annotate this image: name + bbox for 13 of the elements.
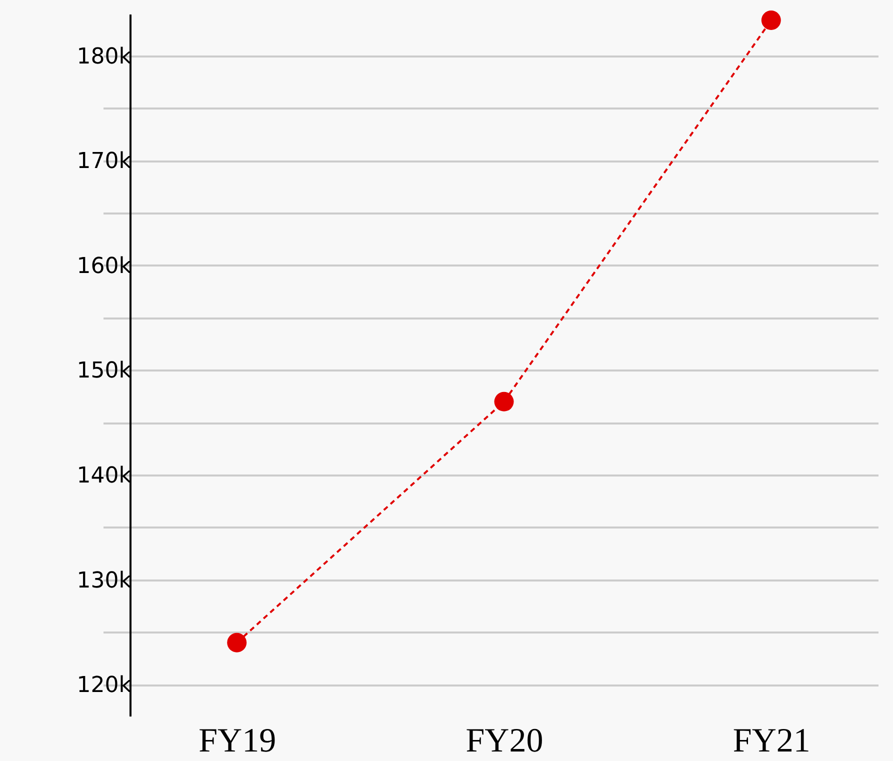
y-tick-label: 130k: [76, 568, 132, 594]
point: [761, 10, 781, 30]
y-tick-label: 170k: [76, 149, 132, 174]
y-tick-label: 140k: [76, 464, 132, 489]
point: [494, 392, 514, 412]
x-tick-label: FY19: [198, 722, 276, 760]
y-tick-label: 120k: [76, 673, 132, 698]
x-tick-label: FY20: [466, 722, 544, 760]
y-tick-label: 150k: [76, 358, 132, 384]
x-tick-label: FY21: [732, 722, 810, 760]
y-tick-label: 180k: [76, 44, 132, 70]
y-tick-label: 160k: [76, 254, 132, 279]
point: [227, 632, 247, 652]
